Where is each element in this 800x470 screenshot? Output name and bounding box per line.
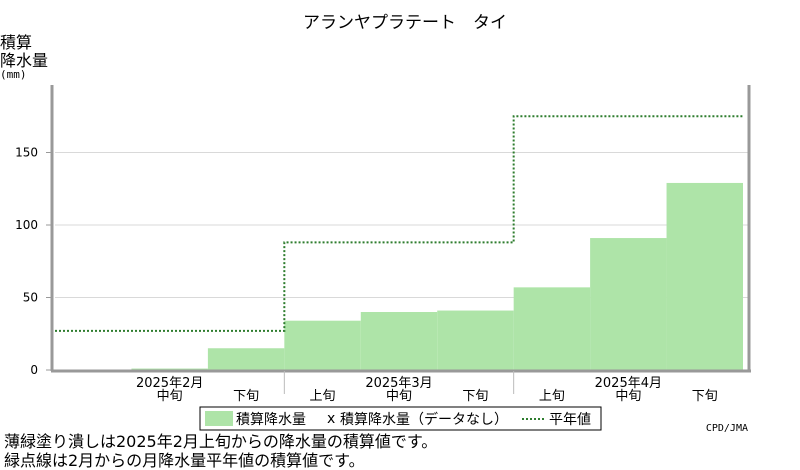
y-axis-label-line-1: 積算 <box>0 33 32 52</box>
legend-label-bars: 積算降水量 <box>236 412 306 428</box>
x-tick-label-2025-03-下旬: 下旬 <box>462 389 488 404</box>
bar-2025-02-下旬 <box>207 348 285 370</box>
x-month-label: 2025年4月 <box>595 376 662 391</box>
y-axis-unit: (mm) <box>0 68 27 81</box>
legend-label-missing: 積算降水量（データなし） <box>340 411 508 428</box>
x-tick-label-2025-03-上旬: 上旬 <box>310 389 336 404</box>
bar-2025-02-中旬 <box>131 368 208 370</box>
bar-2025-03-上旬 <box>284 320 361 370</box>
x-tick-label-2025-03-中旬: 中旬 <box>386 389 412 404</box>
bar-2025-04-中旬 <box>590 238 667 370</box>
credit-label: CPD/JMA <box>706 423 748 434</box>
legend-box <box>199 406 602 431</box>
x-month-label: 2025年2月 <box>136 376 203 391</box>
normal-step-line <box>55 115 743 332</box>
y-tick-label: 50 <box>23 291 38 305</box>
x-tick-label-2025-02-下旬: 下旬 <box>233 389 259 404</box>
y-tick-label: 150 <box>15 146 38 160</box>
y-axis-label-line-2: 降水量 <box>0 51 48 70</box>
bar-2025-04-下旬 <box>666 182 743 370</box>
note-line-2: 緑点線は2月からの月降水量平年値の積算値です。 <box>4 451 365 470</box>
y-tick-label: 100 <box>15 218 38 232</box>
x-tick-label-2025-04-上旬: 上旬 <box>539 389 565 404</box>
chart-title: アランヤプラテート タイ <box>303 13 507 33</box>
legend-marker-missing: x <box>327 411 335 427</box>
x-month-label: 2025年3月 <box>365 376 432 391</box>
legend-swatch-bars <box>205 411 233 426</box>
note-line-1: 薄緑塗り潰しは2025年2月上旬からの降水量の積算値です。 <box>4 432 438 451</box>
legend: 積算降水量 x 積算降水量（データなし） 平年値 <box>199 406 602 431</box>
y-tick-label: 0 <box>30 363 38 377</box>
bar-2025-03-下旬 <box>437 310 514 370</box>
bar-2025-03-中旬 <box>360 312 438 370</box>
legend-label-normal: 平年値 <box>549 412 591 428</box>
bar-2025-04-上旬 <box>513 287 591 370</box>
x-tick-label-2025-02-中旬: 中旬 <box>157 389 183 404</box>
x-tick-label-2025-04-中旬: 中旬 <box>615 389 641 404</box>
x-tick-label-2025-04-下旬: 下旬 <box>692 389 718 404</box>
